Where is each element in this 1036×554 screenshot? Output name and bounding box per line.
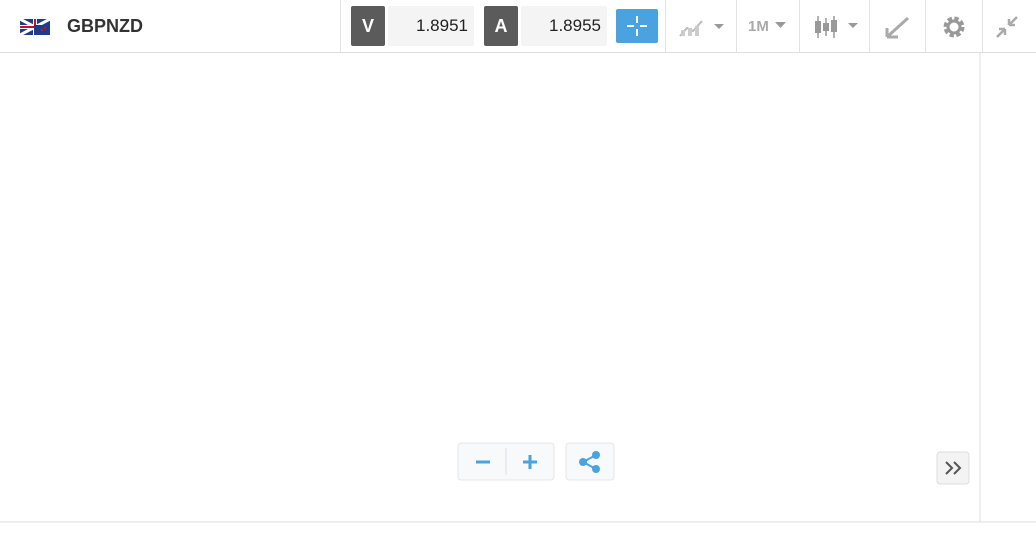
crosshair-button[interactable] xyxy=(616,9,658,43)
timeframe[interactable]: 1M xyxy=(748,17,769,35)
chart xyxy=(0,53,1036,523)
candle-type-button[interactable] xyxy=(812,14,862,40)
chart-type-button[interactable] xyxy=(678,16,728,38)
separator xyxy=(869,0,870,52)
toolbar: GBPNZD V 1.8951 A 1.8955 1M xyxy=(0,0,1036,53)
bid-price[interactable]: 1.8951 xyxy=(388,6,474,46)
draw-button[interactable] xyxy=(884,14,912,40)
ask-label[interactable]: A xyxy=(484,6,518,46)
zoom-control xyxy=(457,442,970,485)
dropdown-arrow xyxy=(775,22,786,28)
share-box xyxy=(565,442,615,481)
separator xyxy=(925,0,926,52)
separator xyxy=(736,0,737,52)
separator xyxy=(665,0,666,52)
scroll-icon xyxy=(945,461,962,475)
zoom-in-button[interactable] xyxy=(523,455,537,469)
separator xyxy=(982,0,983,52)
symbol: GBPNZD xyxy=(67,15,143,36)
ask-price[interactable]: 1.8955 xyxy=(521,6,607,46)
bid-label[interactable]: V xyxy=(351,6,385,46)
flag-icon xyxy=(20,19,50,35)
separator xyxy=(799,0,800,52)
collapse-button[interactable] xyxy=(995,15,1019,39)
crosshair-icon xyxy=(627,16,647,36)
settings-button[interactable] xyxy=(941,14,967,40)
separator xyxy=(340,0,341,52)
share-button[interactable] xyxy=(579,451,600,473)
